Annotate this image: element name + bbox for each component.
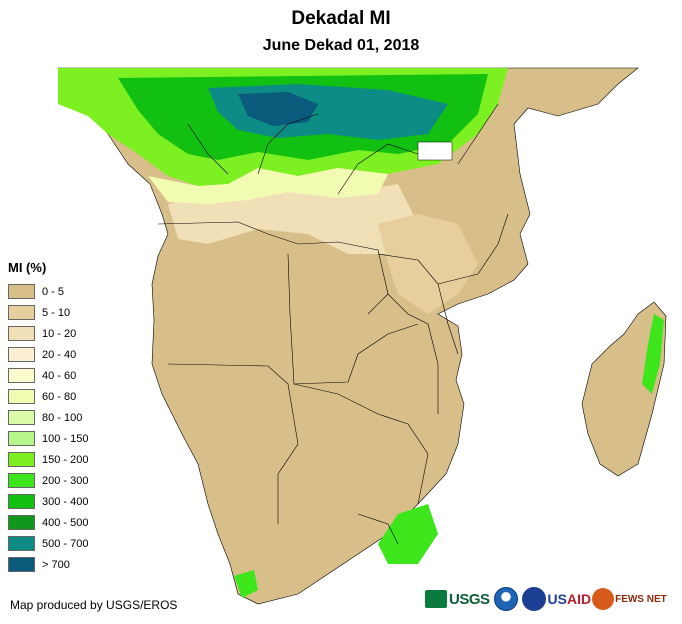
legend-item: > 700 (8, 554, 128, 575)
usaid-seal-icon (521, 587, 546, 611)
legend-item: 5 - 10 (8, 302, 128, 323)
legend-label: 100 - 150 (42, 432, 89, 445)
no-data-patch (417, 141, 453, 161)
legend-swatch (8, 284, 35, 299)
green-southeast (378, 504, 438, 564)
usaid-wordmark: USAID (548, 591, 592, 607)
legend-item: 0 - 5 (8, 281, 128, 302)
legend-swatch (8, 536, 35, 551)
legend-item: 100 - 150 (8, 428, 128, 449)
legend-label: 300 - 400 (42, 495, 89, 508)
legend-label: 40 - 60 (42, 369, 77, 382)
legend-label: 10 - 20 (42, 327, 77, 340)
legend-swatch (8, 557, 35, 572)
legend-swatch (8, 347, 35, 362)
africa-mi-map (58, 67, 667, 605)
dry-patch-east (378, 214, 478, 314)
legend-label: 20 - 40 (42, 348, 77, 361)
legend-item: 400 - 500 (8, 512, 128, 533)
transition-band (148, 168, 388, 204)
madagascar (581, 301, 667, 477)
legend-label: 0 - 5 (42, 285, 65, 298)
partner-logos: USGS USAID FEWS NET (425, 582, 677, 616)
legend-title: MI (%) (8, 260, 47, 275)
usgs-wave-icon (425, 590, 447, 608)
country-borders (157, 103, 509, 545)
legend-item: 150 - 200 (8, 449, 128, 470)
usaid-us: US (547, 591, 567, 607)
legend-label: 60 - 80 (42, 390, 77, 403)
legend-item: 80 - 100 (8, 407, 128, 428)
legend-swatch (8, 305, 35, 320)
legend-label: 200 - 300 (42, 474, 89, 487)
legend-swatch (8, 473, 35, 488)
legend-swatch (8, 389, 35, 404)
usaid-aid: AID (566, 591, 592, 607)
credit-text: Map produced by USGS/EROS (10, 598, 178, 612)
noaa-seal-icon (493, 587, 518, 611)
legend-swatch (8, 368, 35, 383)
legend-label: 400 - 500 (42, 516, 89, 529)
green-southwest (234, 570, 258, 598)
legend-label: > 700 (42, 558, 70, 571)
legend: MI (%) 0 - 5 5 - 10 10 - 20 20 - 40 40 - 60 6… (8, 260, 128, 575)
legend-swatch (8, 410, 35, 425)
legend-label: 80 - 100 (42, 411, 83, 424)
legend-swatch (8, 431, 35, 446)
legend-item: 500 - 700 (8, 533, 128, 554)
legend-swatch (8, 494, 35, 509)
legend-item: 300 - 400 (8, 491, 128, 512)
legend-item: 20 - 40 (8, 344, 128, 365)
madagascar-east-wet (642, 314, 664, 394)
legend-item: 10 - 20 (8, 323, 128, 344)
map-subtitle: June Dekad 01, 2018 (262, 37, 420, 54)
legend-swatch (8, 515, 35, 530)
fews-net-wordmark: FEWS NET (615, 593, 667, 605)
legend-label: 500 - 700 (42, 537, 89, 550)
legend-label: 150 - 200 (42, 453, 89, 466)
legend-swatch (8, 326, 35, 341)
fews-net-globe-icon (592, 588, 615, 610)
legend-item: 200 - 300 (8, 470, 128, 491)
legend-item: 40 - 60 (8, 365, 128, 386)
legend-item: 60 - 80 (8, 386, 128, 407)
wet-belt-extreme (238, 92, 318, 126)
map-title: Dekadal MI (291, 8, 391, 29)
usgs-logo: USGS (425, 590, 490, 608)
legend-swatch (8, 452, 35, 467)
usgs-wordmark: USGS (449, 590, 490, 608)
legend-label: 5 - 10 (42, 306, 71, 319)
